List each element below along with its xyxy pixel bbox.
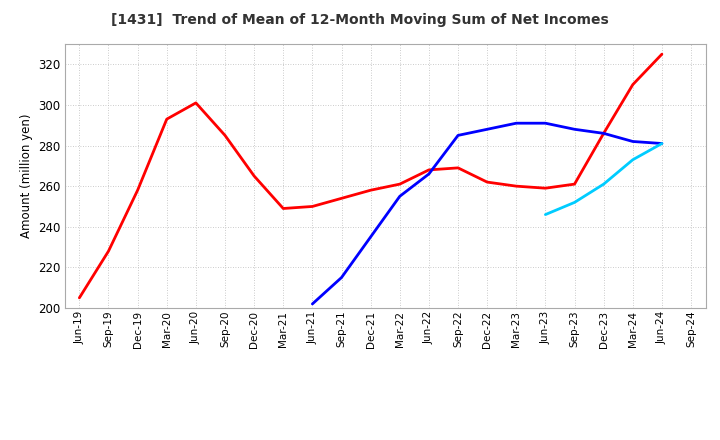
Text: [1431]  Trend of Mean of 12-Month Moving Sum of Net Incomes: [1431] Trend of Mean of 12-Month Moving … (111, 13, 609, 27)
5 Years (629, 139, 637, 144)
3 Years (483, 180, 492, 185)
3 Years (599, 131, 608, 136)
5 Years (570, 127, 579, 132)
3 Years (395, 181, 404, 187)
Line: 7 Years: 7 Years (546, 143, 662, 215)
3 Years (570, 181, 579, 187)
3 Years (454, 165, 462, 171)
Line: 5 Years: 5 Years (312, 123, 662, 304)
5 Years (337, 275, 346, 280)
5 Years (541, 121, 550, 126)
3 Years (279, 206, 287, 211)
3 Years (541, 186, 550, 191)
7 Years (541, 212, 550, 217)
3 Years (337, 196, 346, 201)
3 Years (192, 100, 200, 106)
5 Years (454, 133, 462, 138)
7 Years (657, 141, 666, 146)
3 Years (629, 82, 637, 87)
5 Years (395, 194, 404, 199)
5 Years (599, 131, 608, 136)
3 Years (512, 183, 521, 189)
5 Years (425, 171, 433, 176)
3 Years (366, 187, 375, 193)
5 Years (657, 141, 666, 146)
3 Years (657, 51, 666, 57)
3 Years (308, 204, 317, 209)
3 Years (250, 173, 258, 179)
Line: 3 Years: 3 Years (79, 54, 662, 298)
3 Years (75, 295, 84, 301)
3 Years (133, 187, 142, 193)
3 Years (163, 117, 171, 122)
5 Years (308, 301, 317, 307)
3 Years (425, 167, 433, 172)
7 Years (629, 157, 637, 162)
3 Years (104, 249, 113, 254)
7 Years (570, 200, 579, 205)
5 Years (512, 121, 521, 126)
3 Years (220, 133, 229, 138)
Y-axis label: Amount (million yen): Amount (million yen) (19, 114, 32, 238)
7 Years (599, 181, 608, 187)
5 Years (483, 127, 492, 132)
5 Years (366, 234, 375, 239)
